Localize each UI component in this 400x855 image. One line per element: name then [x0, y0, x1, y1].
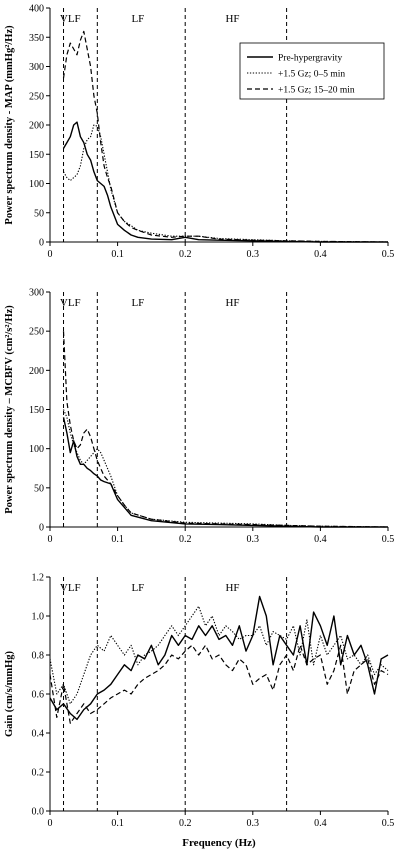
y-tick-label: 200 — [29, 366, 44, 377]
band-label-lf: LF — [131, 13, 144, 25]
legend: Pre-hypergravity +1.5 Gz; 0–5 min +1.5 Gz;… — [239, 42, 385, 100]
x-tick-label: 0.3 — [247, 818, 260, 829]
y-tick-label: 300 — [29, 62, 44, 73]
legend-box — [239, 42, 385, 100]
y-tick-label: 1.0 — [32, 612, 45, 623]
y-tick-label: 300 — [29, 288, 44, 299]
series-line-1-5-gz-15-20-min — [62, 30, 389, 243]
y-tick-label: 50 — [34, 208, 44, 219]
x-tick-label: 0.3 — [247, 249, 260, 260]
y-tick-label: 0.4 — [32, 729, 45, 740]
y-tick-label: 350 — [29, 33, 44, 44]
band-label-lf: LF — [131, 297, 144, 309]
series-line-1-5-gz-15-20-min — [49, 644, 389, 724]
y-tick-label: 150 — [29, 150, 44, 161]
legend-label-pre-hypergravity: Pre-hypergravity — [278, 54, 342, 64]
y-tick-label: 0.8 — [32, 651, 45, 662]
x-tick-label: 0.2 — [179, 249, 192, 260]
y-tick-label: 250 — [29, 91, 44, 102]
y-tick-label: 0.2 — [32, 768, 45, 779]
x-tick-label: 0.5 — [382, 818, 395, 829]
series-line-1-5-gz-0-5-min — [63, 124, 389, 243]
x-tick-label: 0.1 — [111, 534, 124, 545]
series-line-pre-hypergravity — [49, 595, 389, 721]
y-tick-label: 200 — [29, 121, 44, 132]
y-tick-label: 0.6 — [32, 690, 45, 701]
band-label-hf: HF — [225, 13, 239, 25]
y-tick-label: 100 — [29, 179, 44, 190]
band-label-vlf: VLF — [60, 297, 81, 309]
band-label-hf: HF — [225, 297, 239, 309]
y-axis-label: Power spectrum density - MAP (mmHg²/Hz) — [4, 25, 15, 225]
chart-panel-1: 0 50 100 150 200 250 300 350 400 0 0.1 0.2 0.3 0.4 0.5… — [4, 4, 394, 261]
legend-label-1-5-gz-15-20-min: +1.5 Gz; 15–20 min — [278, 86, 355, 96]
x-tick-label: 0.4 — [314, 249, 327, 260]
y-tick-label: 100 — [29, 444, 44, 455]
x-tick-label: 0.2 — [179, 534, 192, 545]
y-tick-label: 1.2 — [32, 573, 45, 584]
y-tick-label: 0 — [39, 523, 44, 534]
series-line-1-5-gz-0-5-min — [62, 409, 389, 528]
y-tick-label: 0 — [39, 238, 44, 249]
x-tick-label: 0.5 — [382, 249, 395, 260]
series-line-pre-hypergravity — [62, 121, 388, 243]
x-tick-label: 0.3 — [247, 534, 260, 545]
x-tick-label: 0.4 — [314, 534, 327, 545]
y-tick-label: 0.0 — [32, 807, 45, 818]
x-axis-label: Frequency (Hz) — [182, 837, 256, 849]
x-tick-label: 0.1 — [111, 249, 124, 260]
series-line-1-5-gz-15-20-min — [62, 331, 389, 528]
chart-panel-2: 0 50 100 150 200 250 300 0 0.1 0.2 0.3 0.4 0.5 VLF LF H… — [4, 288, 394, 546]
x-tick-label: 0.4 — [314, 818, 327, 829]
band-label-vlf: VLF — [60, 13, 81, 25]
y-tick-label: 400 — [29, 4, 44, 15]
legend-label-1-5-gz-0-5-min: +1.5 Gz; 0–5 min — [278, 70, 345, 80]
y-tick-label: 50 — [34, 483, 44, 494]
x-tick-label: 0 — [48, 818, 53, 829]
y-axis-label: Gain (cm/s/mmHg) — [4, 650, 15, 737]
band-label-lf: LF — [131, 582, 144, 594]
band-label-vlf: VLF — [60, 582, 81, 594]
chart-panel-3: 0.0 0.2 0.4 0.6 0.8 1.0 1.2 0 0.1 0.2 0.3 0.4 0.5 VLF… — [4, 573, 394, 850]
y-axis-label: Power spectrum density – MCBFV (cm²/s²/H… — [4, 305, 15, 514]
y-tick-label: 250 — [29, 327, 44, 338]
band-label-hf: HF — [225, 582, 239, 594]
series-line-pre-hypergravity — [62, 417, 388, 528]
x-tick-label: 0 — [48, 534, 53, 545]
x-tick-label: 0 — [48, 249, 53, 260]
series-line-1-5-gz-0-5-min — [49, 605, 389, 705]
y-tick-label: 150 — [29, 405, 44, 416]
x-tick-label: 0.1 — [111, 818, 124, 829]
x-tick-label: 0.5 — [382, 534, 395, 545]
x-tick-label: 0.2 — [179, 818, 192, 829]
